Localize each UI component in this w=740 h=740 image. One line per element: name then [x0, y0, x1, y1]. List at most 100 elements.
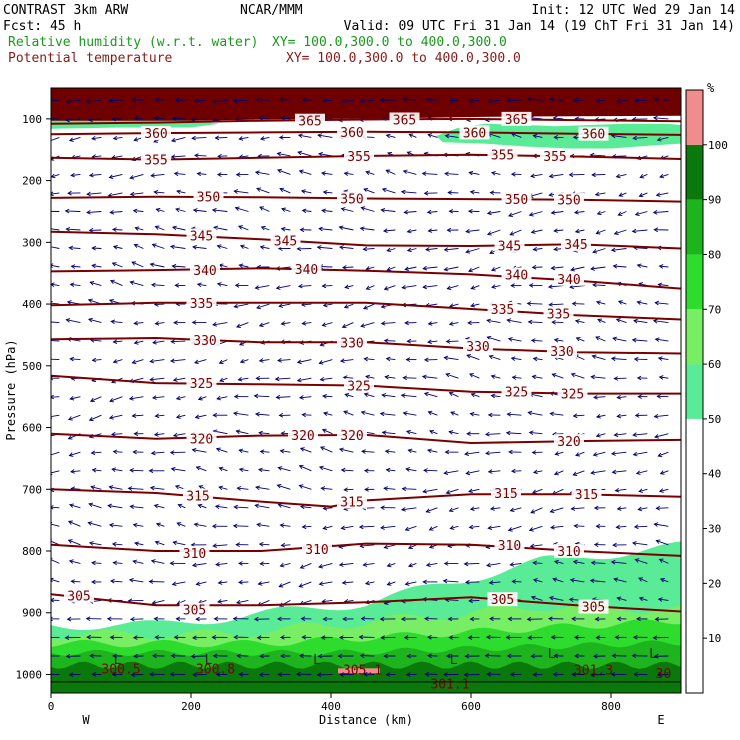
- wind-vector: [381, 430, 396, 435]
- svg-text:345: 345: [564, 238, 587, 253]
- wind-vector: [87, 521, 102, 527]
- wind-vector: [175, 395, 186, 401]
- wind-vector: [405, 357, 417, 362]
- isentrope-365: [51, 117, 681, 125]
- wind-vector: [344, 284, 354, 290]
- y-tick-label: 100: [22, 113, 42, 126]
- wind-vector: [510, 356, 522, 361]
- wind-vector: [428, 525, 438, 531]
- wind-vector: [191, 447, 207, 453]
- svg-text:340: 340: [295, 263, 318, 278]
- wind-vector: [595, 414, 606, 419]
- wind-vector: [341, 322, 354, 329]
- wind-vector: [129, 191, 144, 197]
- wind-vector: [617, 211, 627, 216]
- wind-vector: [51, 282, 60, 287]
- wind-vector: [258, 541, 270, 547]
- wind-vector: [153, 115, 165, 121]
- wind-vector: [445, 488, 459, 495]
- wind-vector: [610, 356, 627, 362]
- field2-xy: XY= 100.0,300.0 to 400.0,300.0: [286, 51, 521, 66]
- wind-vector: [217, 580, 228, 585]
- wind-vector: [340, 207, 354, 212]
- wind-vector: [653, 414, 669, 419]
- wind-vector: [215, 672, 228, 677]
- wind-vector: [91, 560, 102, 566]
- wind-vector: [127, 486, 144, 491]
- wind-vector: [570, 372, 585, 379]
- wind-vector: [488, 354, 501, 361]
- wind-vector: [297, 150, 312, 157]
- wind-vector: [400, 507, 417, 512]
- wind-vector: [425, 247, 438, 252]
- wind-vector: [337, 653, 354, 659]
- wind-vector: [213, 616, 228, 622]
- wind-vector: [528, 211, 543, 217]
- wind-vector: [380, 525, 396, 530]
- wind-vector: [51, 655, 60, 657]
- isentrope-label: 340: [554, 271, 584, 288]
- wind-vector: [632, 432, 648, 438]
- svg-text:320: 320: [557, 435, 580, 450]
- wind-vector: [112, 449, 123, 455]
- colorbar-bin: [686, 254, 703, 310]
- wind-vector: [464, 451, 480, 457]
- x-tick-label: 800: [601, 700, 621, 713]
- wind-vector: [259, 653, 270, 659]
- wind-vector: [533, 578, 543, 583]
- wind-vector: [235, 542, 249, 547]
- wind-vector: [547, 284, 564, 289]
- wind-vector: [655, 192, 669, 197]
- wind-vector: [280, 653, 291, 659]
- wind-vector: [613, 432, 627, 438]
- wind-vector: [238, 561, 249, 566]
- wind-vector: [402, 411, 417, 416]
- wind-vector: [154, 413, 165, 419]
- wind-vector: [469, 616, 480, 622]
- wind-vector: [509, 672, 522, 677]
- wind-vector: [85, 616, 102, 621]
- wind-vector: [280, 542, 291, 548]
- wind-vector: [548, 595, 564, 601]
- wind-vector: [89, 396, 102, 403]
- svg-text:315: 315: [575, 488, 598, 503]
- wind-vector: [320, 171, 333, 176]
- wind-vector: [131, 359, 144, 365]
- wind-vector: [634, 211, 648, 217]
- isentrope-label: 350: [337, 191, 367, 208]
- wind-vector: [448, 321, 459, 326]
- wind-vector: [406, 338, 417, 344]
- wind-vector: [195, 581, 207, 586]
- wind-vector: [193, 522, 207, 528]
- wind-vector: [446, 227, 459, 233]
- wind-vector: [212, 543, 228, 549]
- wind-vector: [297, 283, 312, 289]
- isentrope-label: 350: [501, 192, 532, 208]
- wind-vector: [531, 374, 543, 380]
- wind-vector: [110, 319, 123, 325]
- wind-vector: [590, 470, 606, 475]
- wind-vector: [279, 523, 291, 528]
- wind-vector: [386, 581, 396, 586]
- wind-vector: [532, 488, 543, 494]
- svg-text:310: 310: [305, 543, 328, 558]
- isentrope-label: 340: [501, 267, 532, 283]
- isentrope-label: 345: [186, 228, 217, 245]
- wind-vector: [68, 136, 81, 142]
- wind-vector: [362, 246, 375, 252]
- wind-vector: [380, 321, 396, 326]
- wind-vector: [383, 653, 396, 659]
- model-name: CONTRAST 3km ARW: [3, 3, 128, 18]
- wind-vector: [338, 225, 354, 231]
- wind-vector: [301, 524, 312, 530]
- wind-vector: [134, 226, 144, 231]
- wind-vector: [218, 359, 228, 364]
- wind-vector: [111, 672, 123, 677]
- wind-vector: [111, 262, 123, 268]
- wind-vector: [259, 449, 270, 454]
- wind-vector: [68, 559, 81, 564]
- wind-vector: [85, 99, 102, 104]
- wind-vector: [359, 98, 375, 104]
- wind-vector: [574, 653, 585, 659]
- wind-vector: [318, 359, 333, 365]
